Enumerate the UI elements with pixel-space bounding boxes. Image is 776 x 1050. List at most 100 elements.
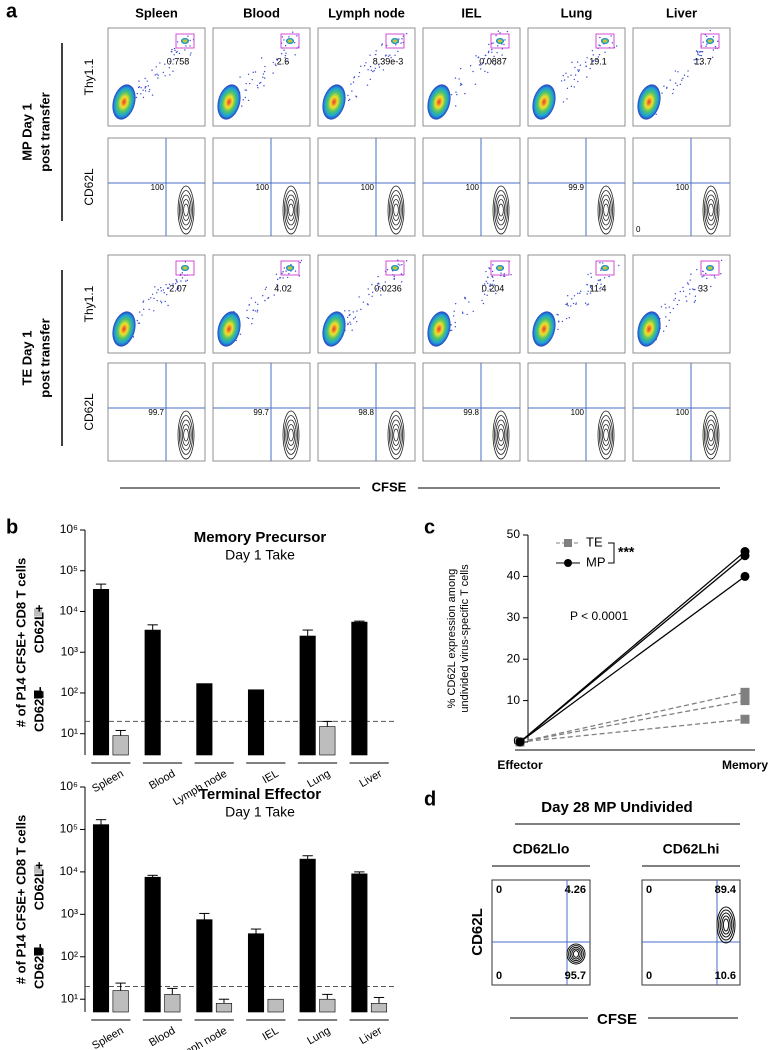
contour [282,410,300,460]
contour [178,415,193,455]
event-dot [496,51,498,54]
event-dot [375,288,378,290]
series-line [519,555,746,743]
series-line [519,575,746,743]
event-dot [395,44,397,46]
contour [283,190,298,230]
flow-plot: 2.07 [107,254,206,354]
y-tick-label: 10⁴ [59,864,78,878]
event-dot [697,287,700,289]
density-blob [532,311,556,347]
event-dot [348,310,350,312]
bar [196,919,213,1013]
gate-value: 4.02 [274,283,292,293]
event-dot [185,280,187,282]
event-dot [371,291,374,294]
event-dot [378,66,381,68]
event-dot [563,79,566,81]
gate-value: 11.4 [590,283,607,293]
contour [719,912,733,938]
event-dot [247,317,250,319]
event-dot [352,311,355,313]
event-dot [459,67,462,70]
event-dot [380,287,382,290]
event-dot [679,83,682,85]
quadrant-value: 89.4 [715,884,737,896]
density-blob [637,84,661,120]
gate-blob [286,265,294,271]
legend-swatch [34,865,42,874]
y-tick-label: 10⁶ [60,522,78,536]
event-dot [246,309,248,312]
plot-frame [491,879,591,986]
bar [144,876,161,1013]
event-dot [372,70,374,73]
event-dot [570,85,573,88]
event-dot [153,297,155,300]
event-dot [264,288,267,291]
event-dot [175,278,177,281]
column-header: Blood [243,5,280,20]
bar [351,621,368,756]
flow-plot: 100 [107,137,206,237]
event-dot [454,321,456,324]
series-line [519,699,746,743]
event-dot [687,283,690,285]
event-dot [346,316,349,319]
event-dot [504,39,506,41]
event-dot [251,78,253,81]
event-dot [142,96,145,99]
event-dot [576,61,579,63]
event-dot [608,275,610,278]
event-dot [401,263,403,266]
event-dot [660,306,663,308]
flow-plot: 4.02 [212,254,311,354]
event-dot [371,295,373,298]
event-dot [245,82,247,85]
axis-label: Thy1.1 [82,285,96,322]
flow-plot: 33 [632,254,731,354]
quadrant-value: 100 [256,183,270,192]
event-dot [689,293,691,295]
quadrant-value: 0 [636,225,641,234]
x-tick-label: Spleen [90,768,126,796]
gate [595,33,615,49]
event-dot [579,64,582,66]
event-dot [679,290,682,293]
event-dot [482,284,484,287]
event-dot [399,264,401,266]
gate-value: 33 [698,283,708,293]
event-dot [586,284,589,286]
event-dot [477,56,479,59]
contour [391,424,401,446]
event-dot [296,35,298,37]
event-dot [562,74,564,77]
event-dot [592,60,594,63]
event-dot [665,325,668,328]
event-dot [475,55,477,57]
event-dot [246,316,248,319]
event-dot [142,308,145,311]
event-dot [584,61,587,63]
event-dot [491,270,494,273]
quadrant-value: 0 [646,884,652,896]
event-dot [369,54,371,56]
event-dot [252,71,254,74]
event-dot [370,69,373,71]
bar [247,933,265,1013]
event-dot [241,105,243,107]
error-bar [199,912,210,920]
event-dot [450,93,453,96]
event-dot [587,290,589,293]
contour [572,950,580,958]
event-dot [486,282,489,284]
event-dot [701,50,704,53]
density-blob [217,311,241,347]
event-dot [176,41,179,43]
event-dot [590,276,593,278]
event-dot [484,283,486,285]
event-dot [455,91,457,93]
event-dot [352,81,355,83]
event-dot [489,288,491,290]
event-dot [485,270,487,273]
